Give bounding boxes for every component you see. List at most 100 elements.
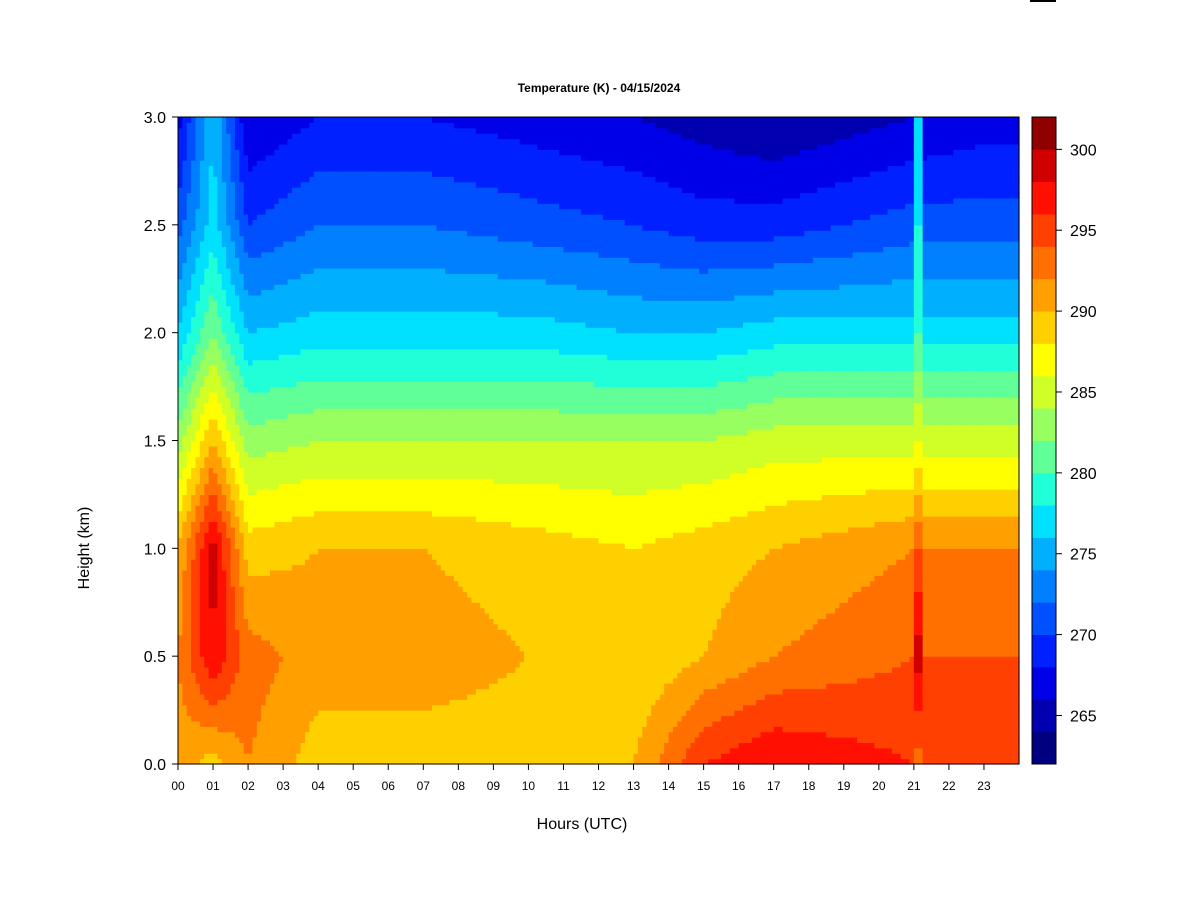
heatmap-cell [300, 262, 306, 269]
heatmap-cell [348, 343, 354, 350]
heatmap-cell [340, 370, 346, 377]
heatmap-cell [195, 181, 201, 188]
heatmap-cell [261, 187, 267, 194]
heatmap-cell [340, 294, 346, 301]
heatmap-cell [243, 542, 249, 549]
heatmap-cell [269, 699, 275, 706]
heatmap-cell [213, 284, 219, 291]
heatmap-cell [326, 343, 332, 350]
heatmap-cell [335, 478, 341, 485]
heatmap-cell [208, 456, 214, 463]
heatmap-cell [269, 586, 275, 593]
heatmap-cell [234, 526, 240, 533]
heatmap-cell [340, 435, 346, 442]
heatmap-cell [217, 251, 223, 258]
heatmap-cell [221, 569, 227, 576]
heatmap-cell [195, 451, 201, 458]
heatmap-cell [230, 246, 236, 253]
heatmap-cell [248, 666, 254, 673]
heatmap-cell [213, 381, 219, 388]
heatmap-cell [291, 753, 297, 760]
heatmap-cell [213, 321, 219, 328]
heatmap-cell [291, 586, 297, 593]
heatmap-cell [243, 117, 249, 123]
heatmap-cell [182, 440, 188, 447]
heatmap-cell [191, 569, 197, 576]
heatmap-cell [213, 521, 219, 528]
heatmap-cell [340, 338, 346, 345]
heatmap-cell [318, 489, 324, 496]
heatmap-cell [348, 338, 354, 345]
heatmap-cell [309, 370, 315, 377]
heatmap-cell [199, 677, 205, 684]
heatmap-cell [313, 327, 319, 334]
heatmap-cell [340, 284, 346, 291]
heatmap-cell [331, 693, 337, 700]
heatmap-cell [274, 381, 280, 388]
heatmap-cell [344, 548, 350, 555]
heatmap-cell [186, 424, 192, 431]
heatmap-cell [340, 553, 346, 560]
heatmap-cell [313, 542, 319, 549]
heatmap-cell [274, 710, 280, 717]
heatmap-cell [353, 699, 359, 706]
heatmap-cell [186, 564, 192, 571]
heatmap-cell [252, 526, 258, 533]
heatmap-cell [300, 300, 306, 307]
heatmap-cell [261, 241, 267, 247]
heatmap-cell [221, 650, 227, 657]
heatmap-cell [261, 629, 267, 636]
heatmap-cell [217, 602, 223, 609]
heatmap-cell [182, 273, 188, 280]
heatmap-cell [213, 623, 219, 630]
heatmap-cell [353, 569, 359, 576]
heatmap-cell [283, 424, 289, 431]
heatmap-cell [213, 300, 219, 307]
heatmap-cell [234, 710, 240, 717]
heatmap-cell [199, 327, 205, 334]
heatmap-cell [252, 602, 258, 609]
heatmap-cell [265, 332, 271, 339]
heatmap-cell [239, 429, 245, 436]
heatmap-cell [204, 343, 210, 350]
heatmap-cell [239, 143, 245, 150]
heatmap-cell [326, 332, 332, 339]
heatmap-cell [318, 467, 324, 474]
heatmap-cell [269, 618, 275, 625]
heatmap-cell [199, 165, 205, 172]
heatmap-cell [283, 510, 289, 517]
heatmap-cell [357, 408, 363, 415]
heatmap-cell [230, 569, 236, 576]
heatmap-cell [348, 381, 354, 388]
heatmap-cell [213, 710, 219, 717]
heatmap-cell [357, 370, 363, 377]
heatmap-cell [291, 602, 297, 609]
heatmap-cell [269, 505, 275, 512]
heatmap-cell [335, 133, 341, 140]
heatmap-cell [291, 262, 297, 269]
heatmap-cell [283, 634, 289, 641]
heatmap-cell [182, 720, 188, 727]
heatmap-cell [326, 693, 332, 700]
heatmap-cell [357, 726, 363, 733]
heatmap-cell [217, 456, 223, 463]
heatmap-cell [278, 747, 284, 754]
heatmap-cell [217, 257, 223, 264]
heatmap-cell [313, 510, 319, 517]
heatmap-cell [269, 192, 275, 199]
heatmap-cell [296, 311, 302, 318]
heatmap-cell [309, 278, 315, 285]
heatmap-cell [274, 596, 280, 603]
heatmap-cell [243, 532, 249, 539]
heatmap-cell [195, 311, 201, 318]
heatmap-cell [326, 230, 332, 237]
heatmap-cell [291, 332, 297, 339]
heatmap-cell [234, 693, 240, 700]
heatmap-cell [248, 418, 254, 425]
heatmap-cell [274, 720, 280, 727]
heatmap-cell [326, 386, 332, 393]
heatmap-cell [195, 462, 201, 469]
heatmap-cell [265, 338, 271, 345]
heatmap-cell [239, 311, 245, 318]
heatmap-cell [309, 321, 315, 328]
